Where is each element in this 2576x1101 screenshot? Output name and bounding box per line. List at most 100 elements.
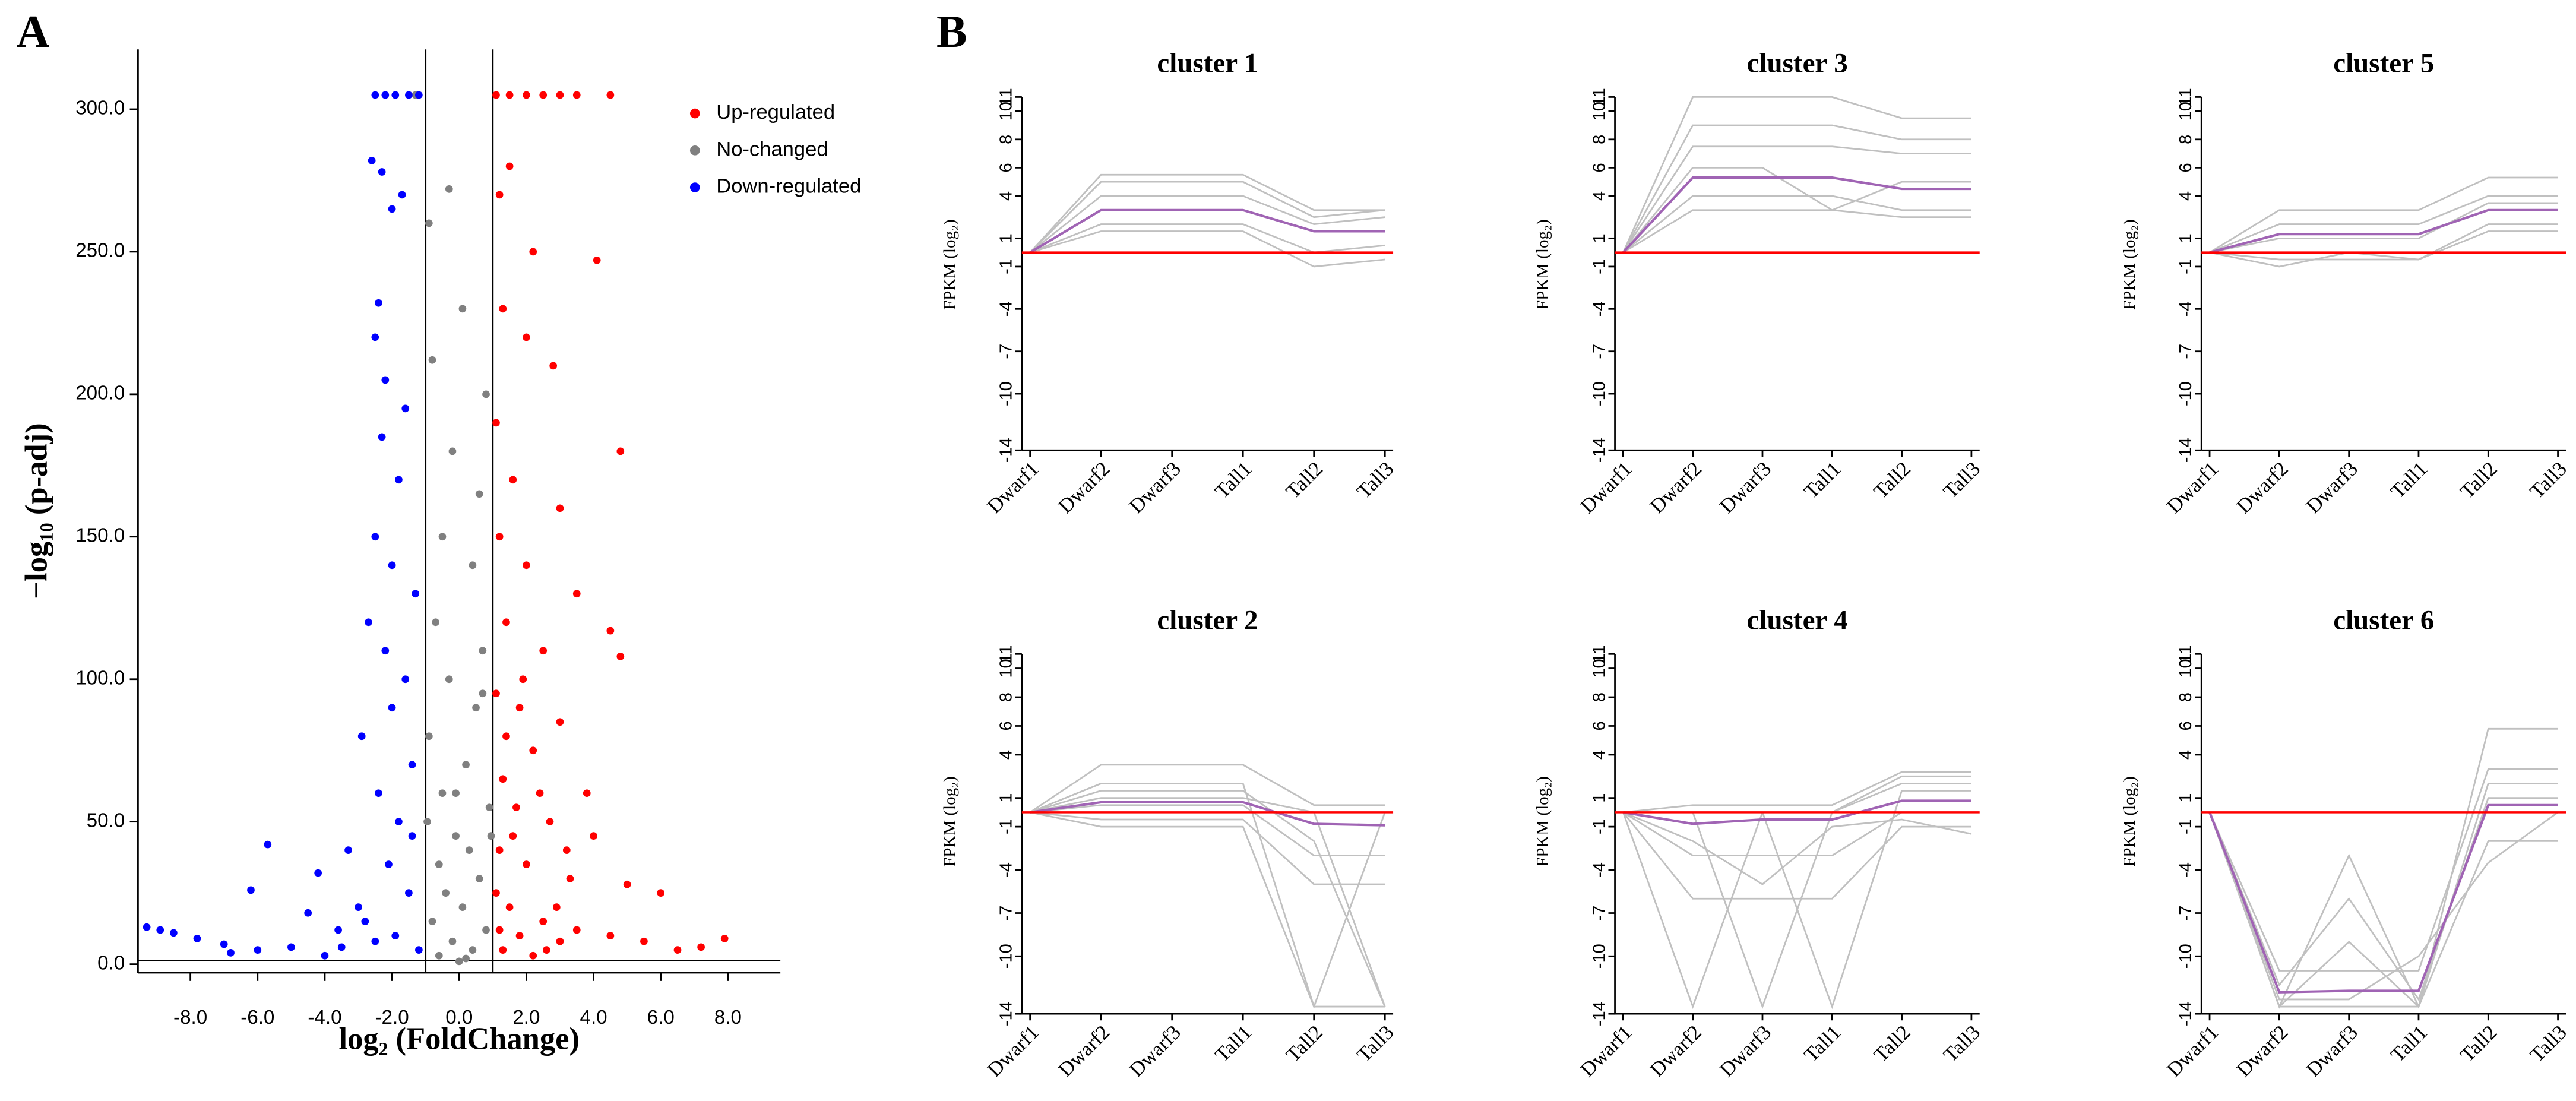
point [479, 689, 487, 698]
y-tick-label: 6 [2176, 721, 2195, 730]
profile-line [1622, 811, 1972, 885]
y-tick-label: 11 [2176, 88, 2195, 106]
point [495, 846, 504, 855]
x-tick-label: Dwarf2 [2232, 457, 2293, 518]
point [556, 91, 564, 99]
point [673, 946, 682, 954]
y-tick-label: 11 [1590, 88, 1609, 106]
y-tick-label: -4 [2176, 301, 2195, 317]
legend-marker [689, 145, 700, 156]
x-tick-label: -6.0 [240, 1007, 274, 1029]
y-tick-label: 6 [1590, 721, 1609, 730]
profile-line [2209, 195, 2558, 254]
point [401, 404, 410, 413]
y-axis-label: FPKM (log₂) [1533, 219, 1552, 310]
point [515, 704, 524, 712]
legend-label: Down-regulated [716, 175, 861, 198]
point [438, 789, 447, 798]
y-tick-label: -1 [997, 819, 1016, 834]
point [572, 91, 581, 99]
y-tick-label: -14 [1590, 1001, 1609, 1026]
x-tick-label: -8.0 [173, 1007, 207, 1029]
point [438, 533, 447, 541]
profile-line [1030, 790, 1386, 1007]
point [505, 903, 514, 912]
y-tick-label: -14 [2176, 438, 2195, 463]
point [606, 627, 615, 635]
y-tick-label: -7 [2176, 344, 2195, 359]
point [405, 889, 413, 897]
x-tick-label: Tall2 [1869, 1021, 1915, 1067]
point [509, 832, 517, 840]
point [415, 91, 423, 99]
point [512, 803, 520, 812]
point [452, 789, 460, 798]
point [556, 718, 564, 726]
y-tick-label: 1 [1590, 233, 1609, 243]
y-tick-label: -10 [1590, 381, 1609, 406]
y-tick-label: -7 [997, 344, 1016, 359]
profile-line [2209, 176, 2558, 254]
x-tick-label: Tall2 [2456, 1021, 2502, 1067]
point [499, 775, 507, 783]
point [395, 476, 403, 484]
profile-line [1622, 209, 1971, 254]
y-tick-label: 250.0 [75, 240, 125, 262]
profile-line [1029, 173, 1385, 254]
point [193, 935, 201, 942]
profile-line [1623, 771, 1971, 814]
point [428, 918, 436, 925]
point [381, 647, 390, 655]
point [425, 219, 433, 227]
x-tick-label: Tall3 [2526, 1021, 2571, 1067]
point [321, 951, 329, 960]
point [523, 860, 530, 869]
y-tick-label: 6 [997, 721, 1016, 730]
point [492, 419, 500, 427]
x-tick-label: Dwarf3 [1125, 1021, 1185, 1081]
point [361, 918, 369, 925]
point [529, 951, 537, 960]
y-axis-label: −log₁₀ (p-adj) [19, 423, 53, 599]
point [143, 923, 151, 931]
point [593, 256, 601, 264]
x-tick-label: Tall2 [1281, 1021, 1327, 1067]
y-tick-label: 11 [997, 88, 1016, 106]
y-tick-label: 6 [1590, 163, 1609, 172]
x-axis-label: log₂ (FoldChange) [339, 1021, 580, 1056]
profile-line [1622, 176, 1971, 254]
legend-marker [689, 108, 700, 119]
profile-line [1622, 812, 1971, 900]
chart-title: cluster 3 [1747, 48, 1848, 79]
chart-title: cluster 1 [1157, 48, 1258, 79]
point [423, 818, 431, 826]
profile-line [1030, 801, 1385, 827]
point [227, 949, 235, 957]
y-tick-label: 4 [997, 750, 1016, 760]
profile-line [1622, 145, 1971, 253]
point [499, 946, 507, 954]
point [220, 940, 228, 948]
profile-line [1623, 799, 1971, 825]
x-tick-label: Tall3 [1353, 1021, 1398, 1067]
y-tick-label: 8 [2176, 135, 2195, 144]
point [606, 91, 615, 99]
chart-title: cluster 6 [2333, 605, 2434, 636]
y-tick-label: 1 [997, 233, 1016, 243]
profile-line [1030, 797, 1386, 1007]
x-tick-label: Tall1 [1211, 457, 1257, 503]
y-tick-label: -4 [1590, 301, 1609, 317]
profile-line [1622, 195, 1971, 254]
point [542, 946, 550, 954]
y-tick-label: 10 [997, 102, 1016, 121]
profile-line [2208, 768, 2558, 972]
point [482, 926, 490, 934]
x-tick-label: Dwarf2 [1645, 1021, 1706, 1081]
x-tick-label: Dwarf1 [983, 457, 1043, 518]
legend-marker [689, 182, 700, 192]
y-axis-label: FPKM (log₂) [2120, 219, 2139, 310]
point [529, 248, 537, 256]
point [566, 875, 574, 883]
point [572, 926, 581, 934]
